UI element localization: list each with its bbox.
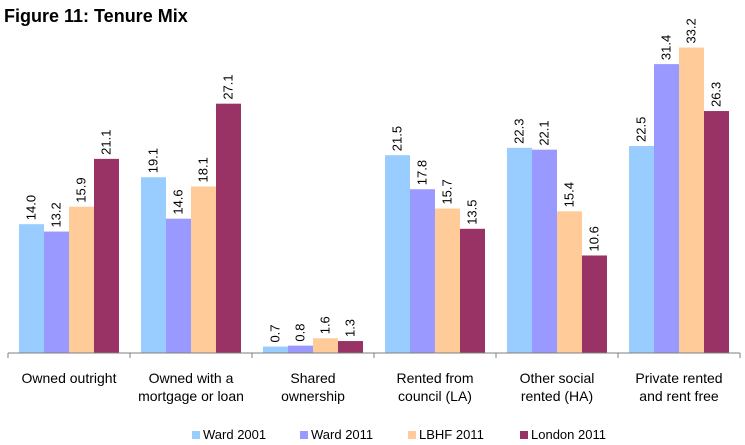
bar bbox=[435, 208, 460, 353]
data-label: 22.5 bbox=[634, 117, 649, 142]
data-label: 10.6 bbox=[587, 226, 602, 251]
bar bbox=[94, 158, 119, 353]
data-label: 21.5 bbox=[390, 126, 405, 151]
bar bbox=[69, 206, 94, 353]
legend-swatch bbox=[300, 431, 308, 439]
data-label: 14.6 bbox=[171, 189, 186, 214]
data-label: 22.3 bbox=[512, 119, 527, 144]
data-label: 15.9 bbox=[74, 177, 89, 202]
bar bbox=[338, 341, 363, 353]
category-label: Private rented and rent free bbox=[635, 370, 722, 404]
bar bbox=[191, 186, 216, 353]
category-label: Rented from council (LA) bbox=[396, 370, 473, 404]
data-label: 31.4 bbox=[659, 35, 674, 60]
category-label: Shared ownership bbox=[281, 370, 345, 404]
bar bbox=[654, 64, 679, 354]
data-label: 0.8 bbox=[293, 324, 308, 342]
data-label: 1.3 bbox=[343, 319, 358, 337]
bar bbox=[582, 255, 607, 353]
data-label: 13.2 bbox=[49, 202, 64, 227]
bar bbox=[19, 224, 44, 353]
bar bbox=[460, 228, 485, 353]
x-axis-ticks bbox=[7, 353, 741, 358]
bar bbox=[141, 177, 166, 353]
data-label: 15.4 bbox=[562, 182, 577, 207]
category-labels-layer: Owned outright Owned with a mortgage or lo… bbox=[22, 370, 723, 404]
bar bbox=[313, 338, 338, 353]
bar bbox=[557, 211, 582, 353]
category-label: Other social rented (HA) bbox=[520, 370, 595, 404]
data-label: 1.6 bbox=[318, 316, 333, 334]
bar bbox=[288, 345, 313, 353]
data-label: 27.1 bbox=[221, 74, 236, 99]
legend: Ward 2001 Ward 2011 LBHF 2011 London 2011 bbox=[192, 427, 606, 442]
data-label: 15.7 bbox=[440, 179, 455, 204]
legend-label: Ward 2011 bbox=[311, 427, 373, 442]
bar bbox=[410, 189, 435, 353]
bar bbox=[704, 111, 729, 353]
bar bbox=[629, 146, 654, 353]
value-labels-layer: 14.0 13.2 15.9 21.1 19.1 14.6 18.1 27.1 0.7 0.8 1.… bbox=[24, 18, 724, 342]
data-label: 19.1 bbox=[146, 148, 161, 173]
data-label: 0.7 bbox=[268, 324, 283, 342]
legend-label: Ward 2001 bbox=[203, 427, 266, 442]
data-label: 14.0 bbox=[24, 195, 39, 220]
legend-swatch bbox=[520, 431, 528, 439]
data-label: 18.1 bbox=[196, 157, 211, 182]
data-label: 17.8 bbox=[415, 160, 430, 185]
bar bbox=[166, 218, 191, 353]
bar bbox=[263, 346, 288, 353]
bar bbox=[216, 103, 241, 354]
bar bbox=[532, 149, 557, 353]
bar bbox=[679, 47, 704, 354]
legend-swatch bbox=[192, 431, 200, 439]
data-label: 21.1 bbox=[99, 130, 114, 155]
bar bbox=[507, 147, 532, 353]
chart-title: Figure 11: Tenure Mix bbox=[4, 6, 188, 26]
data-label: 22.1 bbox=[537, 120, 552, 145]
data-label: 33.2 bbox=[684, 18, 699, 43]
legend-label: LBHF 2011 bbox=[419, 427, 484, 442]
bars-layer bbox=[19, 47, 729, 354]
category-label: Owned outright bbox=[22, 370, 117, 386]
legend-swatch bbox=[408, 431, 416, 439]
legend-label: London 2011 bbox=[531, 427, 606, 442]
category-label: Owned with a mortgage or loan bbox=[138, 370, 244, 404]
bar bbox=[385, 155, 410, 353]
data-label: 13.5 bbox=[465, 199, 480, 224]
data-label: 26.3 bbox=[709, 82, 724, 107]
bar bbox=[44, 231, 69, 353]
